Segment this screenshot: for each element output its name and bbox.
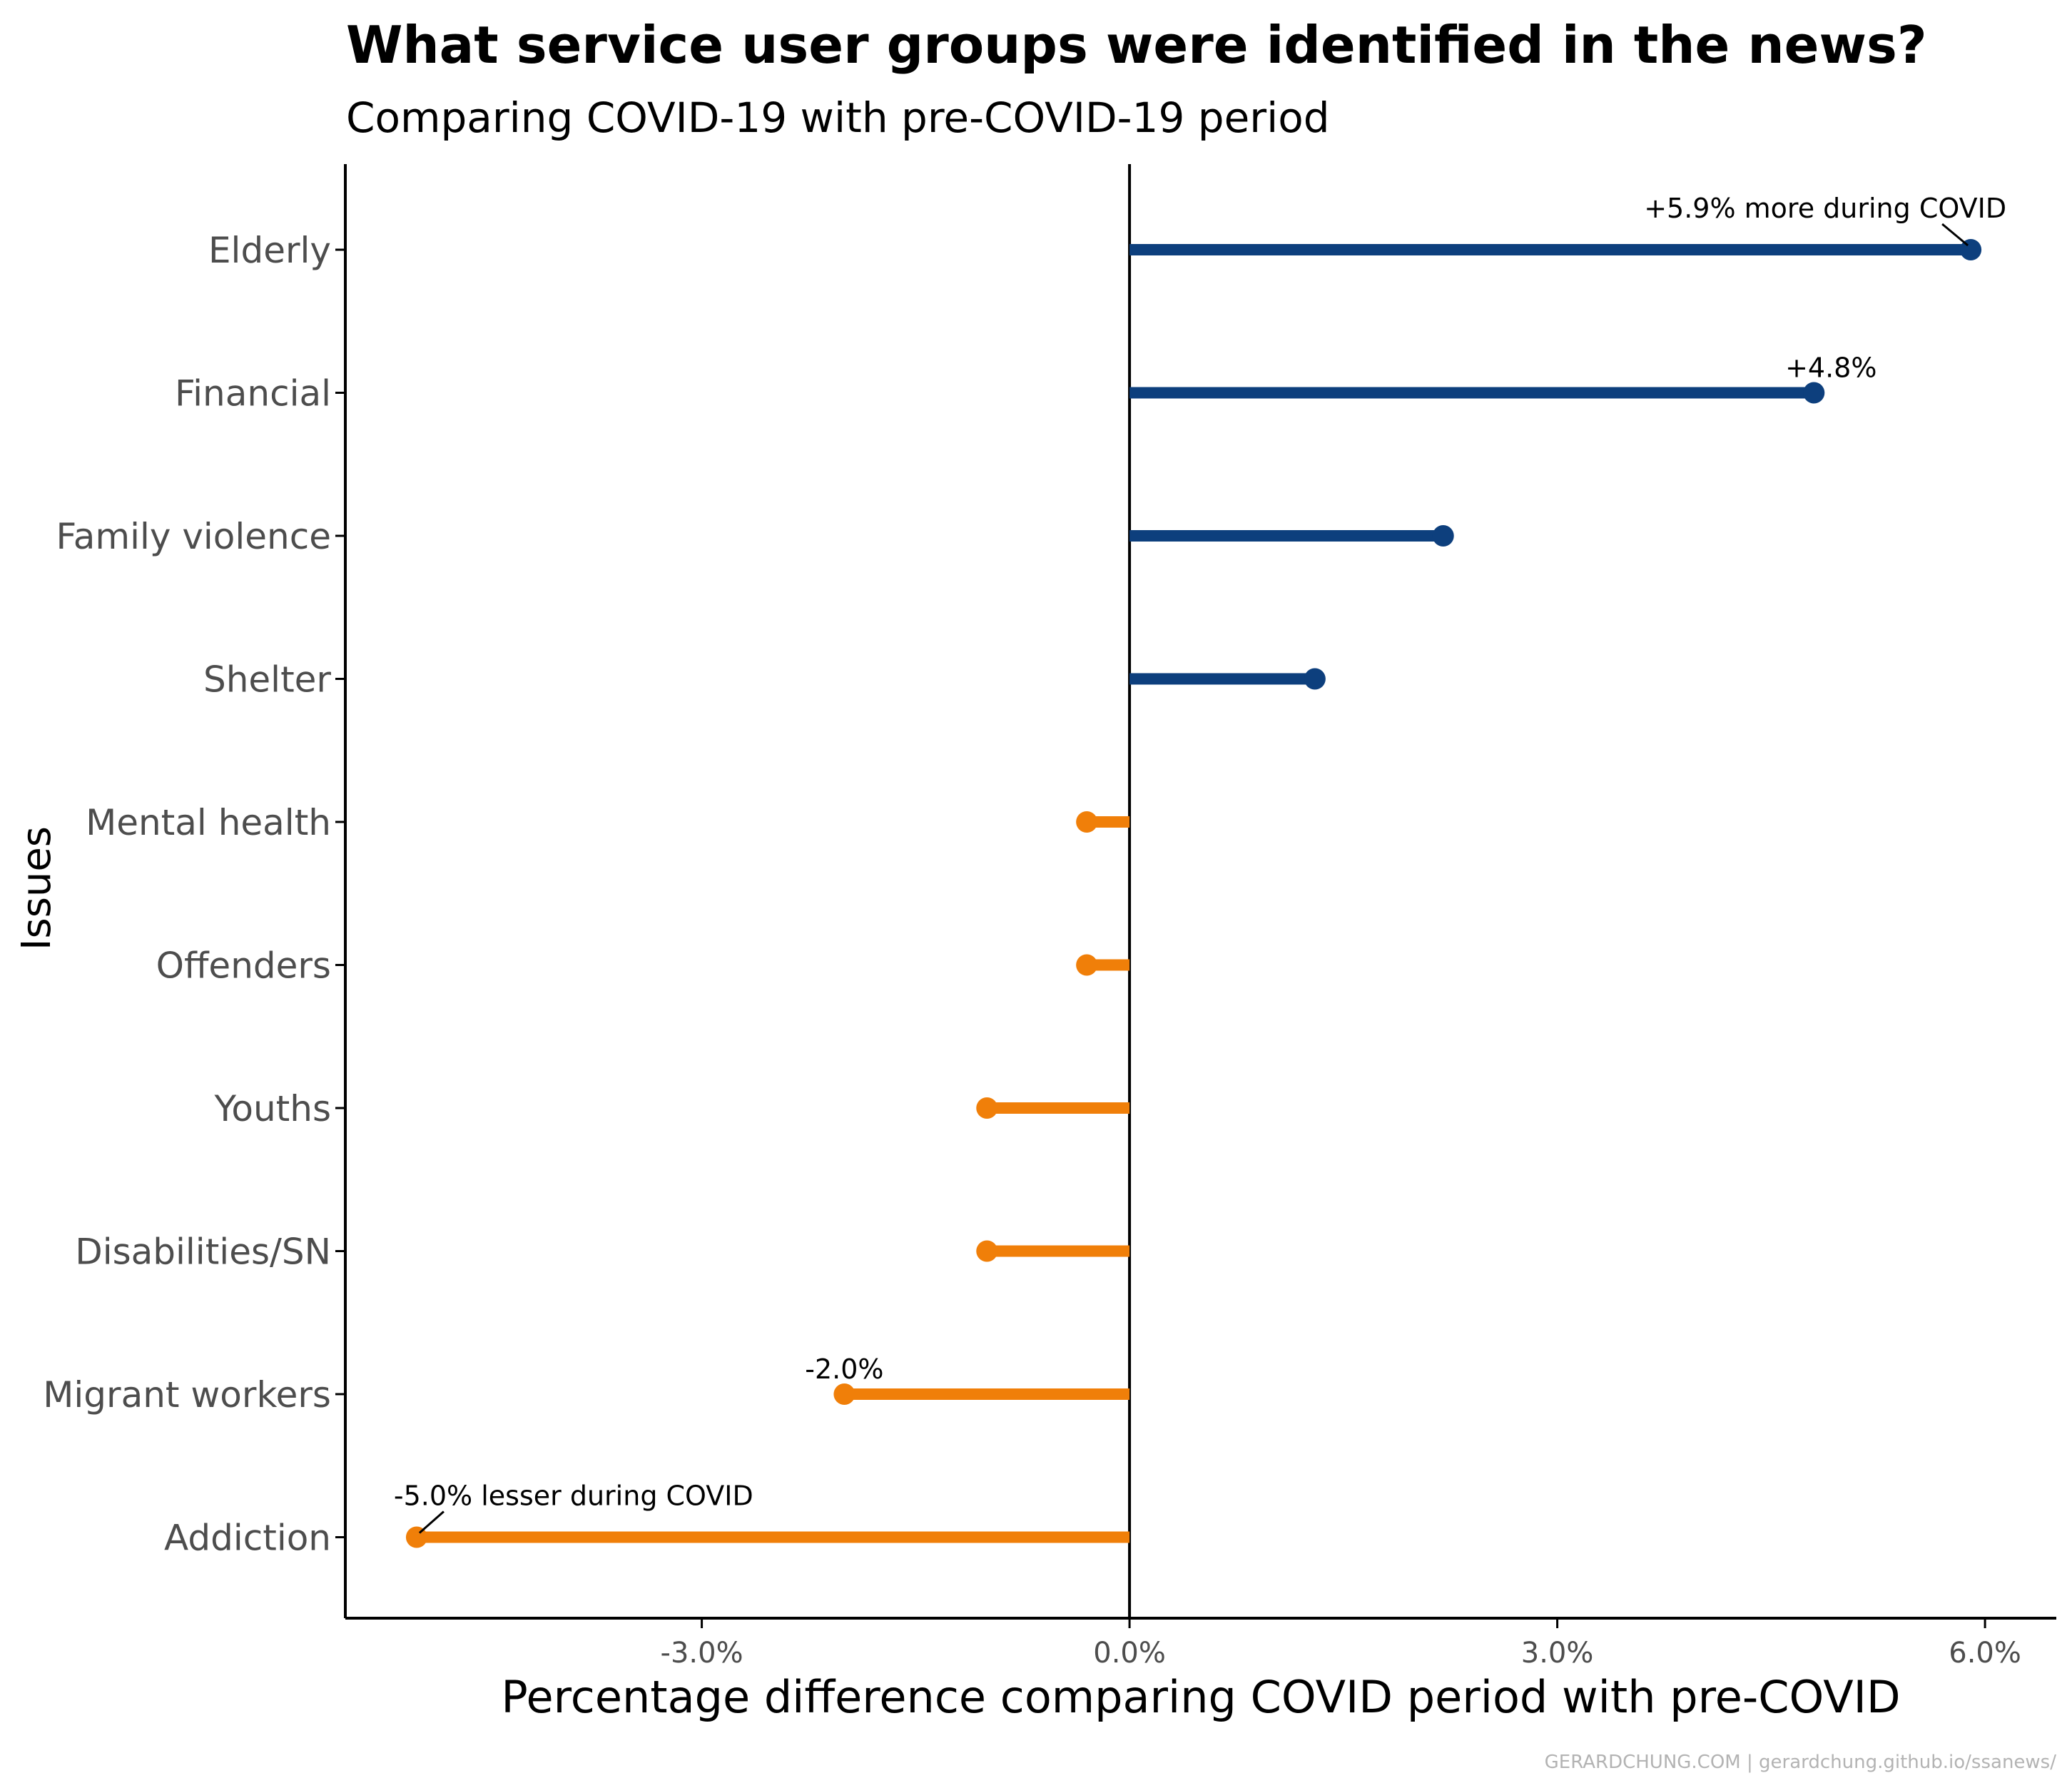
plot-area: -3.0% 0.0% 3.0% 6.0% Elderly Financial Family … bbox=[43, 164, 2021, 1670]
category-label: Family violence bbox=[56, 516, 331, 557]
x-axis-title: Percentage difference comparing COVID pe… bbox=[501, 1671, 1900, 1723]
y-axis-title: Issues bbox=[14, 826, 60, 950]
category-label: Offenders bbox=[156, 945, 331, 987]
lollipop-point bbox=[1803, 382, 1825, 404]
lollipop-point bbox=[976, 1240, 998, 1262]
category-label: Elderly bbox=[208, 230, 331, 271]
x-tick-label: 6.0% bbox=[1949, 1637, 2021, 1670]
data-annotation: +4.8% bbox=[1785, 352, 1877, 384]
category-label: Migrant workers bbox=[43, 1374, 331, 1416]
lollipop-point bbox=[1076, 954, 1098, 976]
caption: GERARDCHUNG.COM | gerardchung.github.io/… bbox=[1545, 1752, 2057, 1773]
x-tick-label: 3.0% bbox=[1521, 1637, 1594, 1670]
x-tick-label: 0.0% bbox=[1093, 1637, 1166, 1670]
lollipop-point bbox=[1076, 811, 1098, 833]
category-label: Addiction bbox=[164, 1518, 331, 1559]
lollipop-point bbox=[1432, 525, 1454, 547]
data-annotation: -5.0% lesser during COVID bbox=[394, 1480, 753, 1512]
chart-title: What service user groups were identified… bbox=[346, 15, 1927, 75]
annotation-leader-line bbox=[1941, 223, 1969, 247]
category-label: Disabilities/SN bbox=[75, 1231, 331, 1273]
category-label: Mental health bbox=[86, 802, 331, 843]
x-tick-label: -3.0% bbox=[661, 1637, 743, 1670]
data-annotation: +5.9% more during COVID bbox=[1644, 193, 2006, 224]
category-label: Shelter bbox=[203, 659, 331, 701]
lollipop-point bbox=[833, 1383, 855, 1405]
lollipop-point bbox=[976, 1097, 998, 1119]
category-label: Financial bbox=[175, 373, 331, 415]
category-label: Youths bbox=[213, 1088, 331, 1129]
annotation-leader-line bbox=[418, 1510, 445, 1534]
chart-subtitle: Comparing COVID-19 with pre-COVID-19 per… bbox=[346, 93, 1330, 142]
data-annotation: -2.0% bbox=[805, 1353, 883, 1385]
lollipop-point bbox=[1304, 668, 1326, 690]
